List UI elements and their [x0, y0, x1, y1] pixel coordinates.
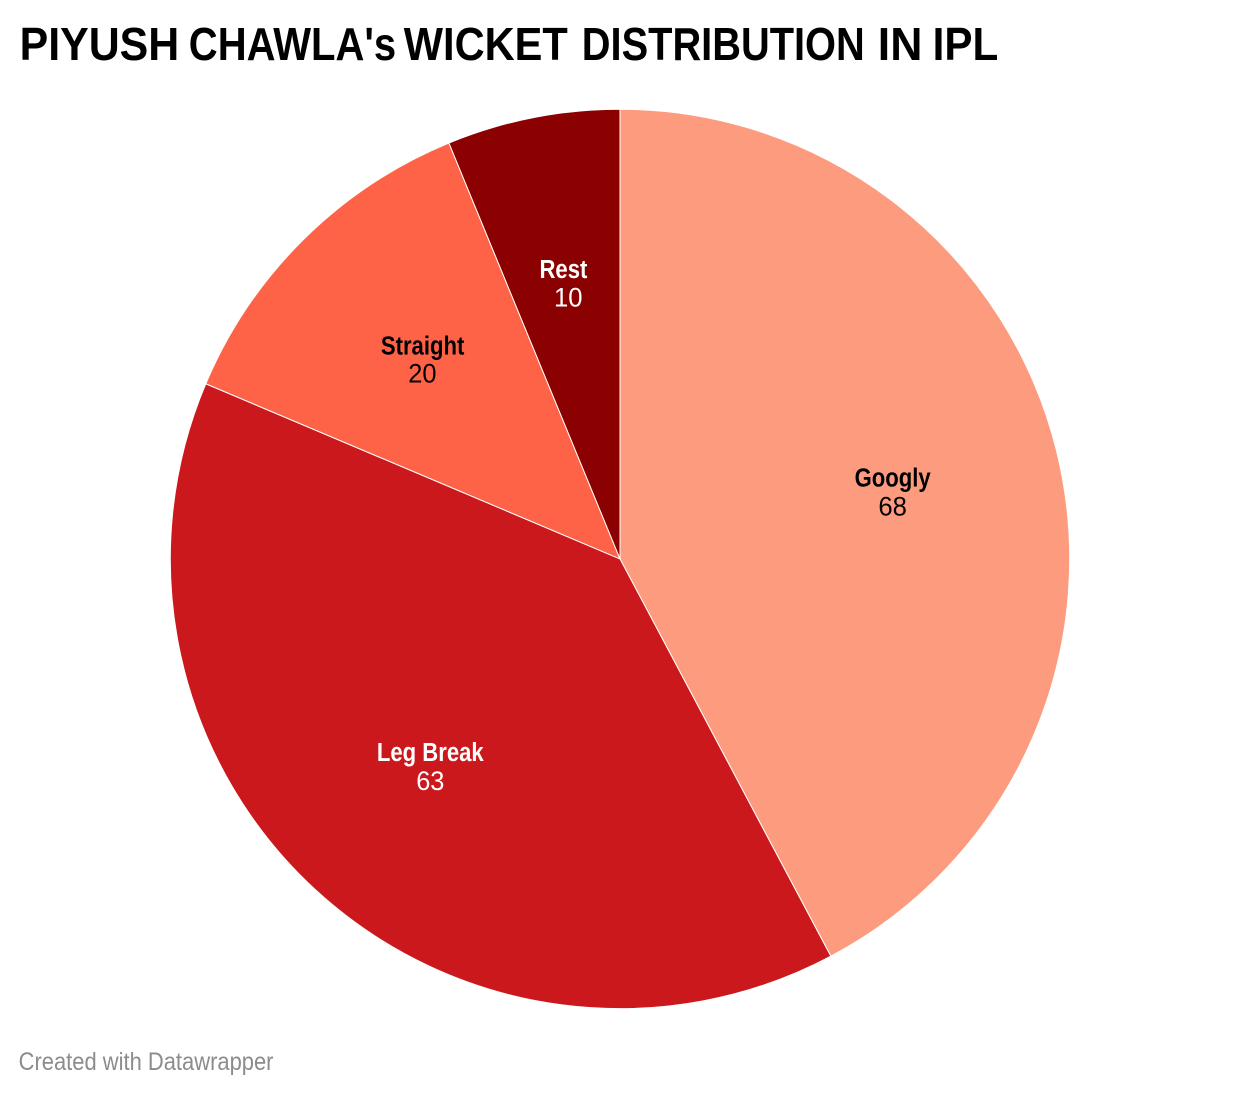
- svg-text:63: 63: [416, 765, 444, 796]
- svg-text:IPL: IPL: [933, 19, 999, 70]
- svg-text:20: 20: [408, 358, 436, 389]
- svg-text:WICKET: WICKET: [404, 19, 568, 70]
- svg-text:Googly: Googly: [855, 464, 932, 493]
- svg-text:IN: IN: [878, 18, 923, 70]
- svg-text:Leg Break: Leg Break: [377, 738, 484, 767]
- svg-text:PIYUSH: PIYUSH: [20, 20, 180, 71]
- svg-text:CHAWLA's: CHAWLA's: [189, 20, 396, 71]
- svg-text:68: 68: [878, 491, 907, 522]
- svg-text:DISTRIBUTION: DISTRIBUTION: [582, 19, 865, 70]
- svg-text:Straight: Straight: [381, 332, 464, 361]
- svg-text:10: 10: [554, 282, 583, 313]
- svg-text:Created with Datawrapper: Created with Datawrapper: [19, 1048, 274, 1076]
- svg-text:Rest: Rest: [539, 256, 587, 285]
